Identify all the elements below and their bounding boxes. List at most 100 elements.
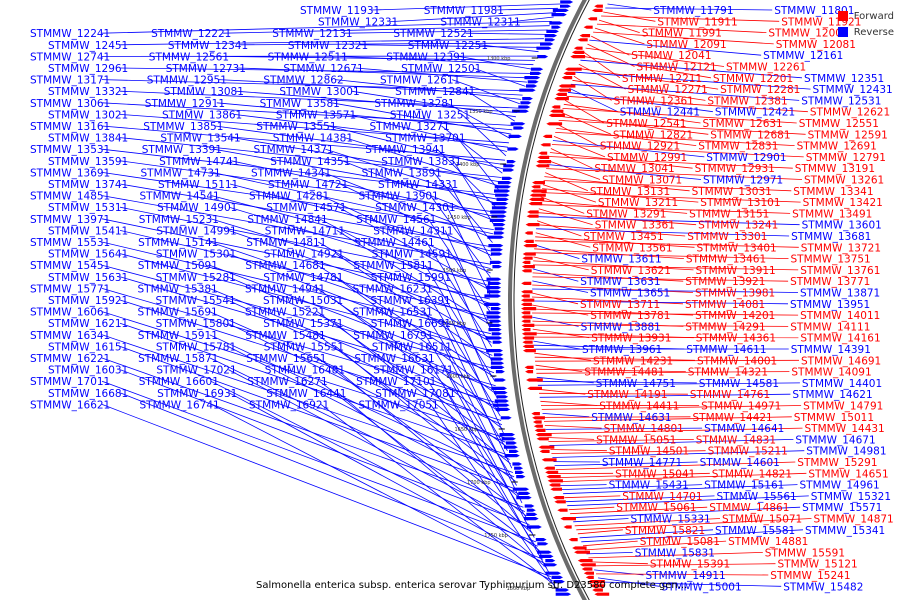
forward-gene-feature	[522, 252, 536, 256]
reverse-gene-feature	[492, 265, 502, 269]
reverse-gene-label: STMMW_12862	[263, 75, 343, 87]
forward-leader-line	[588, 552, 763, 559]
reverse-gene-feature	[535, 538, 547, 542]
forward-leader-line	[533, 336, 799, 339]
reverse-leader-line	[479, 44, 539, 53]
forward-gene-feature	[521, 332, 537, 336]
reverse-leader-line	[569, 87, 618, 113]
forward-gene-feature	[531, 412, 540, 416]
reverse-leader-line	[427, 218, 491, 313]
forward-leader-line	[593, 31, 774, 45]
reverse-gene-label: STMMW_14811	[246, 237, 326, 249]
forward-gene-label: STMMW_12271	[628, 84, 708, 96]
reverse-leader-line	[232, 137, 501, 183]
forward-leader-line	[532, 272, 684, 282]
forward-leader-line	[559, 472, 807, 482]
forward-leader-line	[543, 416, 691, 418]
reverse-gene-label: STMMW_13391	[142, 144, 222, 156]
forward-leader-line	[547, 437, 595, 440]
genome-backbone	[508, 0, 590, 600]
forward-gene-label: STMMW_13751	[791, 254, 871, 266]
reverse-gene-label: STMMW_12341	[168, 40, 248, 52]
reverse-gene-label: STMMW_15482	[783, 581, 863, 593]
forward-gene-feature	[565, 67, 582, 71]
reverse-gene-feature	[522, 97, 533, 101]
forward-gene-feature	[536, 437, 549, 441]
forward-gene-label: STMMW_12821	[613, 129, 693, 141]
reverse-leader-line	[575, 71, 811, 90]
forward-gene-label: STMMW_13491	[792, 208, 872, 220]
forward-leader-line	[551, 450, 706, 454]
reverse-gene-label: STMMW_14911	[646, 570, 726, 582]
forward-gene-label: STMMW_15061	[616, 502, 696, 514]
forward-gene-label: STMMW_15041	[615, 468, 695, 480]
reverse-leader-line	[426, 241, 493, 347]
reverse-gene-feature	[493, 353, 504, 357]
forward-gene-label: STMMW_14791	[803, 401, 883, 413]
reverse-gene-label: STMMW_13941	[365, 144, 445, 156]
reverse-gene-label: STMMW_14851	[30, 191, 110, 203]
forward-gene-label: STMMW_12211	[622, 73, 702, 85]
reverse-gene-label: STMMW_14621	[792, 389, 872, 401]
forward-gene-label: STMMW_13341	[793, 186, 873, 198]
map-title: Salmonella enterica subsp. enterica sero…	[256, 580, 688, 591]
forward-gene-feature	[529, 193, 546, 197]
forward-gene-feature	[553, 496, 565, 500]
reverse-gene-feature	[489, 319, 502, 323]
forward-gene-label: STMMW_11991	[642, 28, 722, 40]
forward-leader-line	[551, 144, 804, 158]
reverse-gene-label: STMMW_13841	[48, 133, 128, 145]
forward-gene-feature	[590, 584, 605, 588]
forward-gene-label: STMMW_13301	[687, 231, 767, 243]
reverse-gene-feature	[551, 13, 567, 17]
forward-gene-label: STMMW_14481	[584, 367, 664, 379]
forward-gene-label: STMMW_12201	[713, 73, 793, 85]
reverse-leader-line	[228, 206, 491, 287]
reverse-leader-line	[235, 90, 518, 113]
reverse-gene-label: STMMW_13741	[48, 179, 128, 191]
forward-gene-feature	[538, 445, 555, 449]
reverse-gene-label: STMMW_15811	[353, 260, 433, 272]
reverse-leader-line	[209, 264, 495, 374]
reverse-leader-line	[319, 380, 540, 551]
forward-gene-feature	[528, 202, 543, 206]
forward-gene-feature	[531, 185, 541, 189]
reverse-gene-label: STMMW_15141	[138, 237, 218, 249]
reverse-gene-label: STMMW_14311	[373, 225, 453, 237]
reverse-gene-label: STMMW_12561	[149, 51, 229, 63]
forward-gene-feature	[546, 122, 563, 126]
forward-gene-feature	[579, 563, 596, 567]
reverse-leader-line	[571, 506, 801, 519]
reverse-leader-line	[344, 29, 548, 34]
forward-gene-feature	[521, 281, 532, 285]
reverse-gene-label: STMMW_17051	[359, 399, 439, 411]
reverse-leader-line	[446, 102, 511, 139]
reverse-gene-label: STMMW_14751	[596, 378, 676, 390]
reverse-leader-line	[101, 195, 492, 265]
reverse-leader-line	[542, 413, 590, 418]
reverse-gene-feature	[494, 391, 508, 395]
reverse-gene-feature	[560, 0, 574, 4]
reverse-gene-label: STMMW_16221	[30, 353, 110, 365]
forward-gene-label: STMMW_12091	[646, 39, 726, 51]
reverse-leader-line	[227, 253, 493, 356]
forward-gene-feature	[542, 134, 553, 138]
reverse-gene-label: STMMW_12431	[813, 84, 893, 96]
reverse-gene-label: STMMW_12441	[620, 107, 700, 119]
forward-gene-feature	[594, 592, 610, 596]
reverse-gene-label: STMMW_12351	[804, 73, 884, 85]
forward-gene-label: STMMW_14111	[790, 321, 870, 333]
reverse-gene-label: STMMW_13061	[30, 98, 110, 110]
forward-gene-label: STMMW_13771	[790, 276, 870, 288]
forward-gene-label: STMMW_13931	[591, 333, 671, 345]
reverse-leader-line	[334, 276, 498, 395]
forward-gene-feature	[521, 269, 532, 273]
forward-gene-label: STMMW_12541	[606, 118, 686, 130]
forward-leader-line	[536, 220, 582, 237]
forward-gene-feature	[524, 231, 533, 235]
reverse-gene-label: STMMW_13541	[160, 133, 240, 145]
forward-gene-label: STMMW_14001	[697, 355, 777, 367]
reverse-gene-label: STMMW_13831	[381, 156, 461, 168]
